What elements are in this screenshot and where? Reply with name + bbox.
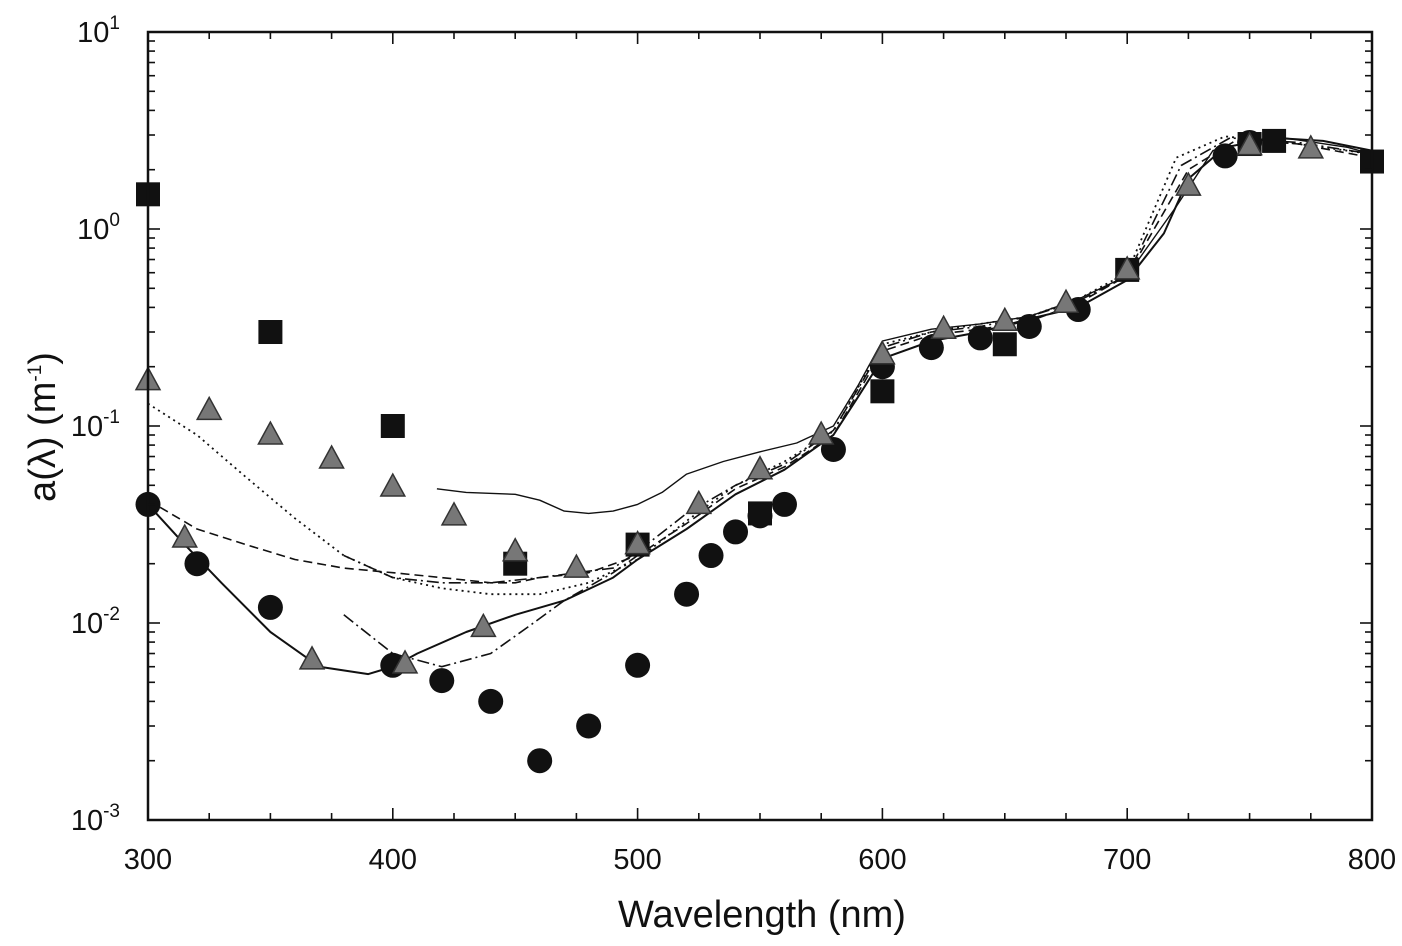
circle-point	[698, 543, 724, 569]
y-tick-label: 10-2	[71, 604, 120, 640]
triangle-point	[379, 472, 407, 497]
triangle-point	[1052, 288, 1080, 313]
circle-point	[967, 325, 993, 351]
triangle-point	[171, 523, 198, 548]
curve-dash-dot-3	[343, 137, 1372, 584]
y-axis-label-close: )	[22, 352, 64, 365]
circle-point	[625, 652, 651, 678]
triangle-point	[1236, 131, 1263, 156]
circle-point	[674, 581, 700, 607]
triangle-point	[318, 444, 345, 469]
ticks-layer	[147, 31, 1373, 821]
square-point	[992, 332, 1017, 357]
triangle-point	[257, 420, 284, 445]
triangle-point	[807, 420, 835, 445]
square-point	[380, 414, 405, 438]
triangle-point	[1175, 171, 1202, 196]
x-tick-label: 600	[858, 844, 906, 876]
triangle-point	[930, 314, 957, 339]
circle-point	[1016, 313, 1042, 339]
curve-solid-thin-1	[436, 135, 1372, 515]
square-point	[870, 379, 895, 404]
triangle-point	[1113, 255, 1141, 280]
x-tick-label: 700	[1103, 844, 1151, 876]
triangle-point	[991, 306, 1019, 332]
y-axis-label-main: a(λ) (m	[22, 382, 64, 502]
triangle-point	[1297, 134, 1325, 159]
plot-frame	[146, 30, 1374, 822]
circle-point	[747, 503, 773, 529]
x-tick-label: 500	[613, 844, 661, 876]
square-point	[258, 320, 283, 345]
circle-point	[918, 335, 944, 361]
y-axis-label: a(λ) (m-1)	[22, 352, 64, 502]
triangle-point	[391, 649, 419, 674]
triangle-point	[298, 645, 326, 670]
triangle-point	[501, 537, 529, 562]
circle-point	[1212, 143, 1238, 169]
square-point	[1262, 128, 1287, 153]
circle-point	[771, 491, 797, 517]
markers-layer	[134, 128, 1384, 774]
x-axis-label: Wavelength (nm)	[618, 894, 906, 936]
y-tick-label: 10-3	[71, 801, 120, 837]
circle-point	[429, 668, 455, 694]
tick-labels: 300 400 500 600 700 800 10-3 10-2 10-1 100 101	[71, 13, 1396, 876]
triangle-point	[470, 612, 497, 638]
circle-point	[723, 519, 749, 545]
triangle-point	[563, 553, 590, 578]
x-tick-label: 400	[369, 844, 417, 876]
x-tick-label: 800	[1348, 844, 1396, 876]
triangle-point	[869, 340, 896, 365]
triangle-point	[746, 455, 774, 480]
triangle-point	[440, 501, 468, 526]
y-tick-label: 101	[77, 13, 120, 49]
circle-point	[184, 551, 210, 577]
curve-solid-0	[148, 136, 1372, 676]
y-tick-label: 100	[77, 210, 120, 246]
triangle-point	[624, 530, 651, 555]
circle-point	[576, 713, 602, 739]
triangle-point	[685, 489, 713, 515]
x-tick-label: 300	[124, 844, 172, 876]
circle-point	[257, 594, 283, 620]
y-tick-label: 10-1	[71, 407, 120, 443]
circle-point	[478, 688, 504, 714]
y-axis-label-exponent: -1	[25, 365, 46, 382]
curve-dash-dot-4	[343, 554, 639, 668]
circle-point	[527, 748, 553, 774]
triangle-point	[195, 395, 223, 421]
curves-layer	[148, 135, 1372, 676]
